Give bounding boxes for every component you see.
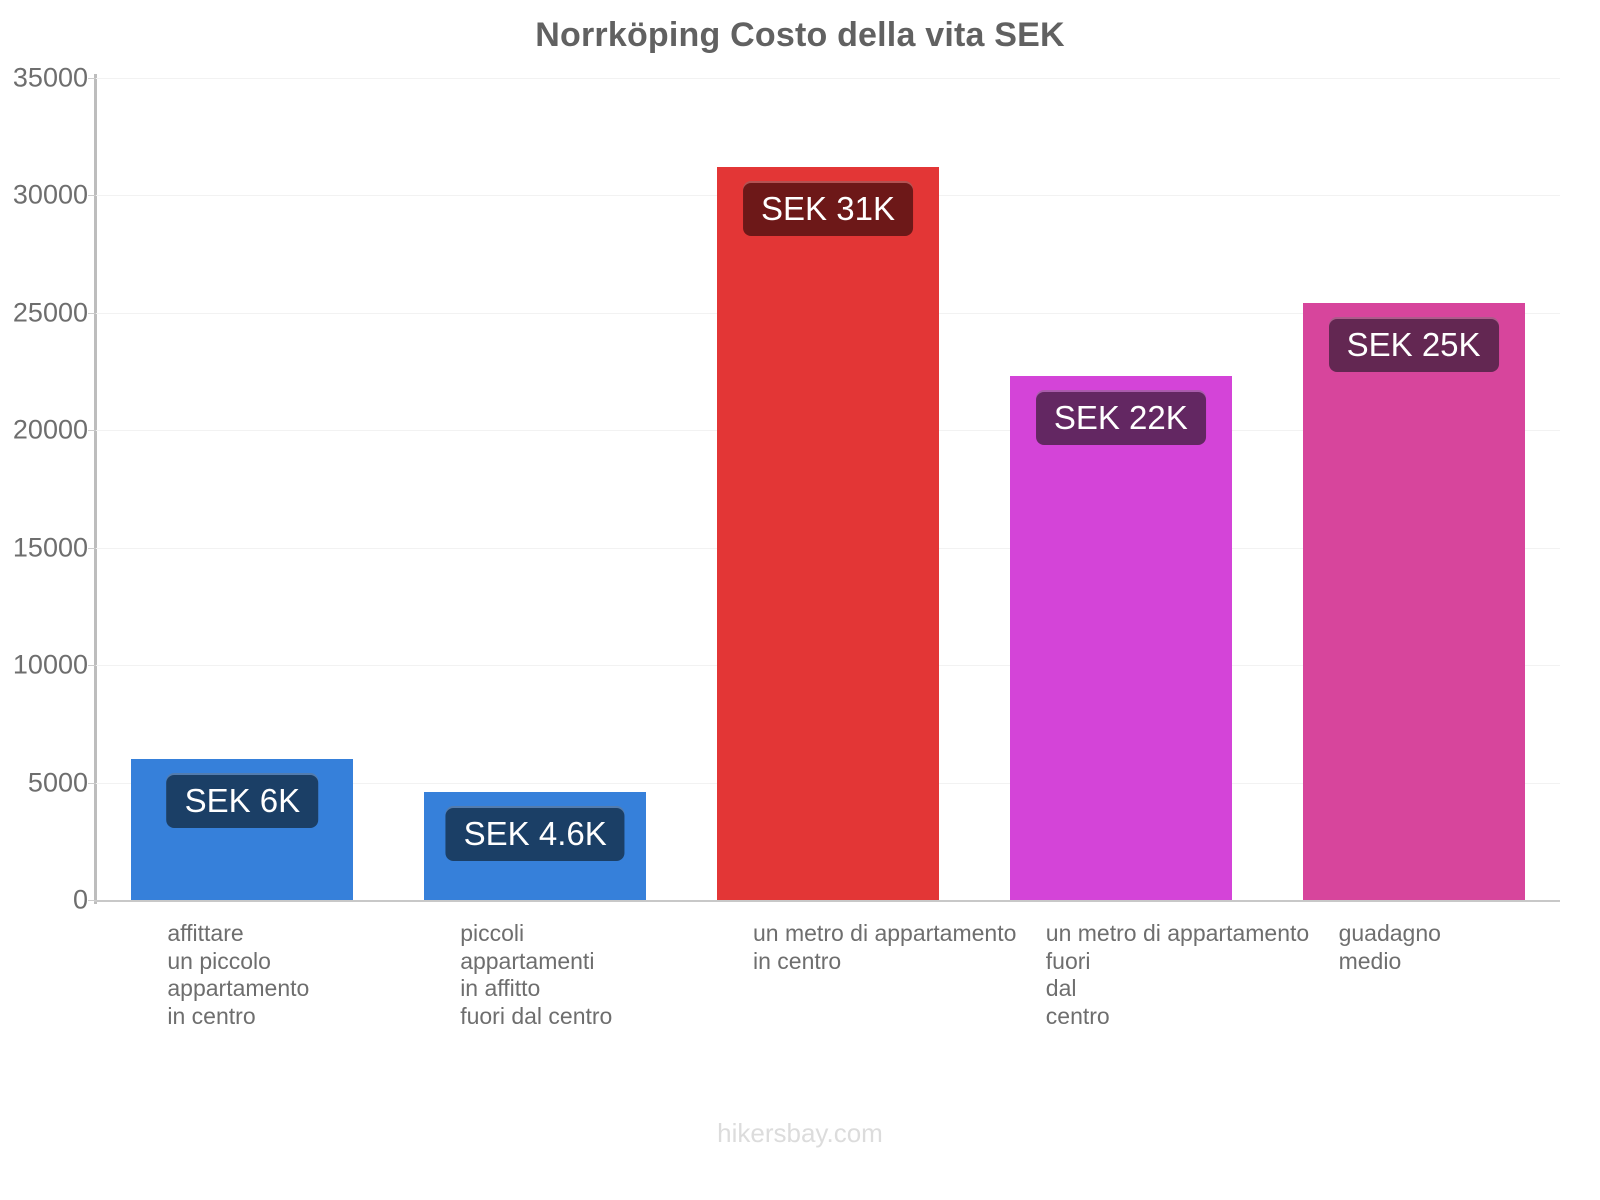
category-label-line: un metro di appartamento bbox=[1045, 920, 1310, 946]
category-label-line: fuori bbox=[1045, 947, 1091, 974]
category-label-line: un piccolo bbox=[167, 947, 271, 974]
bar-value-label: SEK 31K bbox=[743, 183, 913, 237]
category-label-line: piccoli bbox=[460, 920, 525, 946]
y-axis-tick-mark bbox=[88, 312, 96, 314]
category-label-line: affittare bbox=[167, 920, 244, 946]
category-label-line: in centro bbox=[753, 947, 842, 974]
category-label-line: medio bbox=[1338, 947, 1402, 974]
y-axis-line bbox=[94, 74, 97, 904]
x-axis-category-label: un metro di appartamento in centro bbox=[753, 920, 1016, 975]
category-label-line: appartamenti bbox=[460, 947, 595, 974]
category-label-line: in affitto bbox=[460, 975, 541, 1002]
y-axis-tick-mark bbox=[88, 547, 96, 549]
bar-value-label: SEK 4.6K bbox=[445, 807, 625, 861]
y-axis-tick-label: 20000 bbox=[12, 414, 88, 445]
y-axis-tick-label: 10000 bbox=[12, 649, 88, 680]
y-axis-tick-mark bbox=[88, 78, 96, 79]
x-axis-category-label: piccoli appartamenti in affitto fuori dal c… bbox=[460, 920, 612, 1030]
x-axis-category-label: affittare un piccolo appartamento in centro bbox=[167, 920, 309, 1030]
category-label-line: in centro bbox=[167, 1002, 256, 1029]
category-label-line: fuori dal centro bbox=[460, 1002, 613, 1029]
y-axis-tick-label: 25000 bbox=[12, 297, 88, 328]
chart-title: Norrköping Costo della vita SEK bbox=[535, 16, 1065, 54]
y-axis-tick-mark bbox=[88, 195, 96, 197]
bar[interactable] bbox=[1302, 303, 1525, 900]
x-axis-line bbox=[94, 900, 1560, 902]
category-label-line: dal bbox=[1045, 975, 1077, 1002]
y-axis-tick-label: 30000 bbox=[12, 179, 88, 210]
y-axis-tick-mark bbox=[88, 900, 96, 901]
bar-value-label: SEK 25K bbox=[1328, 319, 1499, 373]
x-axis-category-label: guadagno medio bbox=[1339, 920, 1441, 975]
bar[interactable] bbox=[717, 167, 939, 900]
y-axis-tick-mark bbox=[88, 430, 96, 432]
y-axis-tick-mark bbox=[88, 782, 96, 784]
category-label-line: centro bbox=[1045, 1002, 1110, 1029]
y-axis-tick-label: 0 bbox=[72, 884, 88, 915]
category-label-line: appartamento bbox=[167, 975, 310, 1002]
category-label-line: guadagno bbox=[1338, 920, 1441, 946]
bar[interactable] bbox=[1009, 376, 1232, 900]
footer-attribution: hikersbay.com bbox=[717, 1118, 883, 1148]
bar-value-label: SEK 6K bbox=[166, 775, 319, 829]
x-axis-category-label: un metro di appartamento fuori dal centro bbox=[1046, 920, 1309, 1030]
gridline bbox=[96, 78, 1560, 79]
y-axis-tick-mark bbox=[88, 665, 96, 667]
y-axis-tick-label: 5000 bbox=[27, 767, 88, 798]
category-label-line: un metro di appartamento bbox=[753, 920, 1017, 946]
y-axis-tick-label: 35000 bbox=[12, 62, 88, 93]
y-axis-tick-label: 15000 bbox=[12, 532, 88, 563]
bar-value-label: SEK 22K bbox=[1035, 392, 1206, 446]
